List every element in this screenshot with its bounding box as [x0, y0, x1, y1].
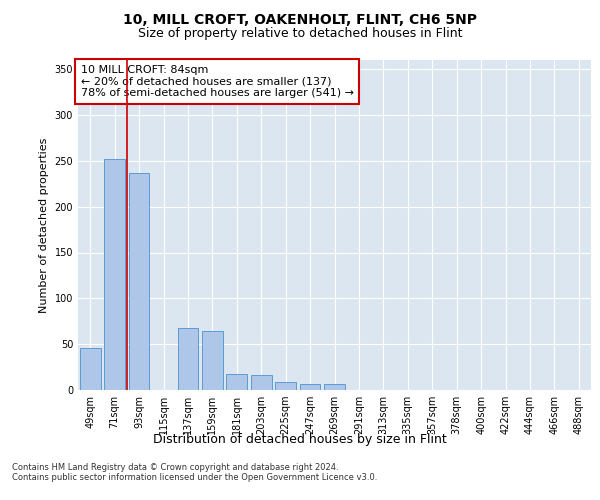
Bar [251, 376, 272, 390]
Text: Distribution of detached houses by size in Flint: Distribution of detached houses by size … [153, 432, 447, 446]
Bar [275, 382, 296, 390]
Bar [128, 173, 149, 390]
Bar [178, 328, 199, 390]
Bar [299, 384, 320, 390]
Bar [80, 348, 101, 390]
Text: Contains HM Land Registry data © Crown copyright and database right 2024.
Contai: Contains HM Land Registry data © Crown c… [12, 462, 377, 482]
Bar [226, 374, 247, 390]
Text: 10, MILL CROFT, OAKENHOLT, FLINT, CH6 5NP: 10, MILL CROFT, OAKENHOLT, FLINT, CH6 5N… [123, 12, 477, 26]
Text: 10 MILL CROFT: 84sqm
← 20% of detached houses are smaller (137)
78% of semi-deta: 10 MILL CROFT: 84sqm ← 20% of detached h… [80, 65, 353, 98]
Bar [324, 384, 345, 390]
Y-axis label: Number of detached properties: Number of detached properties [39, 138, 49, 312]
Bar [202, 332, 223, 390]
Text: Size of property relative to detached houses in Flint: Size of property relative to detached ho… [138, 28, 462, 40]
Bar [104, 159, 125, 390]
